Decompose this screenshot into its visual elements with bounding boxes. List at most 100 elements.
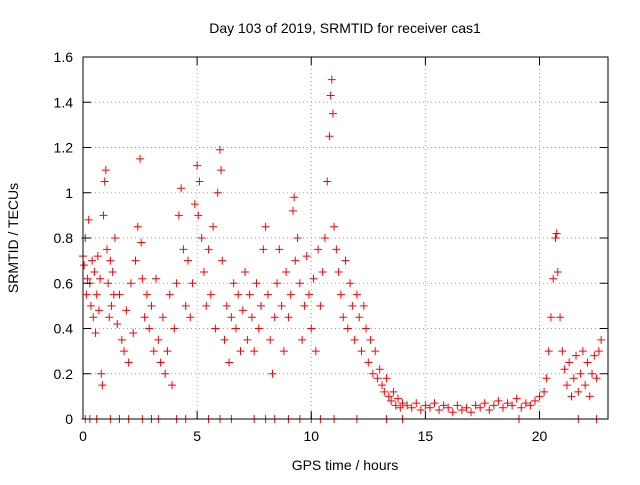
data-point [471,401,480,410]
data-point [82,290,91,299]
data-point [120,347,129,356]
data-point [304,290,313,299]
data-point [485,405,494,414]
data-point [254,324,263,333]
data-point [188,279,197,288]
data-point [336,290,345,299]
data-point [359,301,368,310]
data-point [334,267,343,276]
data-point [567,392,576,401]
data-point [389,387,398,396]
data-point [562,381,571,390]
data-point [364,358,373,367]
data-point [91,329,100,338]
data-point [245,290,254,299]
data-point [137,238,146,247]
data-point [325,132,334,141]
data-point [152,274,161,283]
data-point [220,335,229,344]
data-point [453,401,462,410]
data-point [282,267,291,276]
data-point [93,252,102,261]
data-point [250,347,259,356]
data-point [204,245,213,254]
data-point [197,234,206,242]
data-point [145,324,154,333]
data-point [592,374,601,383]
data-point [261,222,270,231]
data-point [421,401,430,410]
gridlines [83,57,608,419]
data-point [199,267,208,276]
data-point [263,290,272,299]
data-point [320,234,329,242]
data-point [560,365,569,374]
data-point [521,399,530,408]
data-point [170,324,179,333]
data-point [149,347,158,356]
data-point [444,403,453,412]
data-point [583,358,592,367]
data-point [80,261,89,270]
data-point [161,369,170,378]
data-point [542,374,551,383]
data-point [457,405,466,414]
data-point [425,403,434,412]
data-point [83,274,92,283]
data-point [138,274,147,283]
data-point [597,335,606,344]
data-point [302,252,311,261]
data-point [439,401,448,410]
data-point [350,335,359,344]
chart-title: Day 103 of 2019, SRMTID for receiver cas… [209,20,481,36]
data-point [181,301,190,310]
data-point [179,245,188,254]
data-point [590,351,599,360]
data-point [576,369,585,378]
data-point [247,313,256,322]
data-point [380,387,389,396]
data-point [136,154,145,163]
y-axis-title: SRMTID / TECUs [5,183,21,293]
data-point [186,313,195,322]
data-point [177,184,186,193]
data-point [218,256,227,265]
data-point [348,301,357,310]
plot-frame [82,56,609,420]
data-point [352,290,361,299]
data-point [104,279,113,288]
data-point [289,206,297,215]
data-point [558,347,567,356]
data-point [140,313,149,322]
data-point [229,279,238,288]
data-point [99,211,108,220]
data-point [307,324,316,333]
data-point [552,229,561,238]
data-point [158,313,167,322]
data-point [556,313,565,322]
data-point [355,313,364,322]
data-point [328,109,337,118]
data-point [86,301,95,310]
data-point [462,403,471,412]
data-point [165,290,174,299]
x-tick-label: 5 [193,428,201,444]
data-point [391,401,400,410]
data-point [343,324,352,333]
data-point [270,313,279,322]
data-point [113,319,122,328]
data-point [476,403,485,412]
data-point [412,399,421,408]
y-tick-label: 0.8 [54,230,74,246]
data-point [375,365,384,374]
y-tick-label: 0.4 [54,321,74,337]
data-point [268,369,277,378]
data-point [102,245,111,254]
data-point [206,290,215,299]
data-point [314,245,323,254]
data-point [88,256,97,265]
data-point [585,392,594,401]
data-point [569,374,578,383]
data-point [346,279,355,288]
data-point [416,405,425,414]
